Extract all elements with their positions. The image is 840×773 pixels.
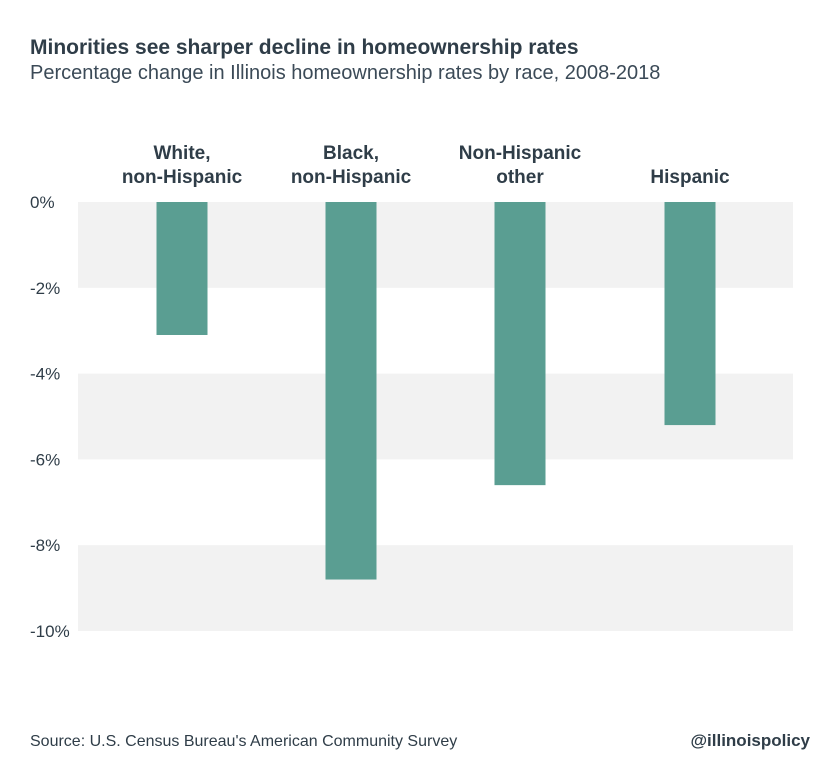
category-label: non-Hispanic [291,167,412,188]
y-tick-label: -8% [30,536,60,555]
y-tick-label: -2% [30,279,60,298]
bar [156,202,208,335]
bar [664,202,716,426]
chart-subtitle: Percentage change in Illinois homeowners… [30,62,661,84]
bar [494,202,546,486]
y-tick-label: 0% [30,193,55,212]
source-note: Source: U.S. Census Bureau's American Co… [30,733,458,750]
y-tick-label: -4% [30,365,60,384]
social-handle: @illinoispolicy [690,731,810,750]
category-label: Black, [323,143,379,164]
chart-title: Minorities see sharper decline in homeow… [30,36,579,59]
bar [325,202,377,580]
category-label: other [496,167,544,188]
category-label: Hispanic [650,167,730,188]
category-label: Non-Hispanic [459,143,582,164]
grid-band [78,545,793,631]
y-tick-label: -10% [30,622,70,641]
y-tick-label: -6% [30,450,60,469]
category-label: White, [154,143,211,164]
category-label: non-Hispanic [122,167,243,188]
